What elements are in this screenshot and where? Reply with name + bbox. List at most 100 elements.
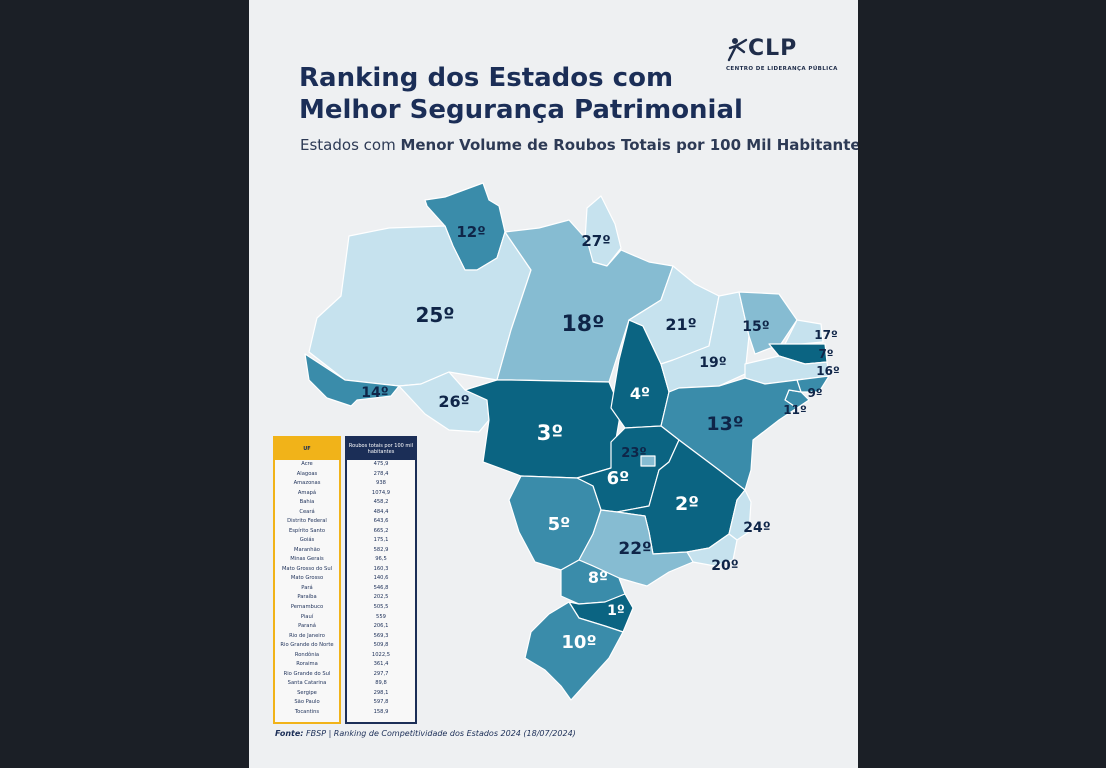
table-value-cell: 665,2: [373, 527, 389, 534]
table-value-cell: 475,9: [373, 461, 389, 467]
brazil-map: 12º 27º 25º 18º 21º 15º 17º 7º 16º 9º 11…: [304, 182, 840, 701]
rank-maranhao: 21º: [665, 315, 696, 334]
table-uf-cell: Amazonas: [293, 480, 321, 487]
rank-tocantins: 4º: [630, 384, 650, 403]
rank-alagoas: 9º: [807, 386, 822, 400]
table-value-rows: 475,9 278,4 938 1074,9 458,2 484,4 643,6 665,2 1…: [347, 460, 415, 717]
rank-para: 18º: [561, 312, 604, 337]
table-value-cell: 458,2: [373, 499, 389, 506]
table-uf-cell: Pernambuco: [290, 603, 324, 610]
rank-rio-grande-do-norte: 17º: [814, 328, 838, 342]
rank-sao-paulo: 22º: [618, 539, 651, 559]
rank-distrito-federal: 23º: [621, 446, 646, 461]
table-value-header: Roubos totais por 100 mil habitantes: [347, 438, 415, 460]
rank-rio-grande-do-sul: 10º: [561, 632, 596, 653]
source-note: Fonte: FBSP | Ranking de Competitividade…: [275, 729, 576, 738]
table-value-cell: 206,1: [373, 623, 389, 630]
table-value-cell: 158,9: [373, 708, 389, 715]
table-value-cell: 1022,5: [371, 651, 391, 658]
source-text: FBSP | Ranking de Competitividade dos Es…: [303, 729, 576, 738]
table-value-cell: 140,6: [373, 575, 389, 582]
table-uf-column: UF Acre Alagoas Amazonas Amapá Bahia Ceará Dis…: [273, 436, 341, 724]
clp-figure-icon: [727, 38, 748, 62]
table-value-column: Roubos totais por 100 mil habitantes 475…: [345, 436, 417, 724]
state-rio-de-janeiro: [686, 533, 738, 567]
rank-mato-grosso: 3º: [537, 421, 563, 445]
table-uf-cell: Mato Grosso: [290, 575, 324, 582]
rank-paraiba: 7º: [818, 347, 833, 361]
table-value-cell: 297,7: [373, 670, 389, 677]
table-uf-cell: Rondônia: [294, 651, 320, 658]
page-title: Ranking dos Estados com Melhor Segurança…: [299, 62, 743, 126]
table-uf-cell: Ceará: [299, 508, 315, 515]
table-value-cell: 89,8: [375, 680, 387, 687]
table-uf-cell: Paraná: [298, 623, 316, 630]
rank-rondonia: 26º: [438, 392, 469, 411]
rank-amazonas: 25º: [415, 303, 454, 327]
table-uf-cell: Rio de Janeiro: [289, 632, 325, 639]
table-uf-cell: Goiás: [299, 537, 315, 544]
subtitle-prefix: Estados com: [300, 136, 401, 154]
table-uf-cell: Rio Grande do Norte: [280, 642, 334, 649]
table-uf-cell: Pará: [301, 584, 313, 591]
logo-name: CLP: [748, 36, 798, 61]
clp-logo: CLP CENTRO DE LIDERANÇA PÚBLICA: [726, 36, 837, 76]
rank-mato-grosso-do-sul: 5º: [548, 514, 571, 535]
table-value-cell: 298,1: [373, 689, 389, 696]
table-value-cell: 484,4: [373, 508, 389, 515]
table-uf-cell: Espírito Santo: [288, 527, 326, 534]
state-acre: [304, 353, 400, 407]
table-uf-cell: Amapá: [297, 489, 317, 496]
rank-piaui: 19º: [699, 355, 726, 371]
logo-subtitle: CENTRO DE LIDERANÇA PÚBLICA: [726, 66, 838, 72]
table-uf-cell: Piauí: [300, 613, 314, 620]
table-value-cell: 361,4: [373, 661, 389, 668]
state-distrito-federal: [640, 455, 656, 467]
table-uf-rows: Acre Alagoas Amazonas Amapá Bahia Ceará Distri…: [275, 460, 339, 717]
table-uf-cell: Roraima: [296, 661, 318, 668]
table-uf-cell: Rio Grande do Sul: [283, 670, 331, 677]
table-uf-cell: São Paulo: [294, 699, 320, 706]
table-uf-cell: Mato Grosso do Sul: [281, 565, 333, 572]
table-uf-cell: Tocantins: [294, 708, 320, 715]
table-value-cell: 96,5: [375, 556, 387, 563]
page-subtitle: Estados com Menor Volume de Roubos Totai…: [300, 136, 858, 154]
table-uf-header: UF: [275, 438, 339, 460]
subtitle-bold: Menor Volume de Roubos Totais por 100 Mi…: [400, 136, 858, 154]
table-value-cell: 202,5: [373, 594, 389, 601]
table-uf-cell: Distrito Federal: [287, 518, 327, 525]
table-uf-cell: Alagoas: [296, 470, 318, 477]
title-line-1: Ranking dos Estados com: [299, 63, 674, 93]
state-rio-grande-do-norte: [784, 319, 824, 345]
rank-parana: 8º: [588, 568, 608, 587]
table-value-cell: 546,8: [373, 584, 389, 591]
title-line-2: Melhor Segurança Patrimonial: [299, 95, 743, 125]
table-uf-cell: Bahia: [299, 499, 315, 506]
table-value-cell: 597,8: [373, 699, 389, 706]
table-value-cell: 160,3: [373, 565, 389, 572]
table-value-cell: 1074,9: [371, 489, 391, 496]
table-value-cell: 175,1: [373, 537, 389, 544]
rank-espirito-santo: 24º: [743, 520, 770, 536]
table-uf-cell: Acre: [301, 461, 313, 467]
rank-goias: 6º: [607, 468, 630, 489]
rank-santa-catarina: 1º: [607, 603, 625, 619]
table-uf-cell: Maranhão: [294, 546, 320, 553]
table-value-cell: 569,3: [373, 632, 389, 639]
table-uf-cell: Minas Gerais: [290, 556, 324, 563]
source-label: Fonte:: [275, 729, 304, 738]
rank-roraima: 12º: [456, 223, 485, 241]
table-value-cell: 505,5: [373, 603, 389, 610]
rank-sergipe: 11º: [783, 403, 807, 417]
rank-bahia: 13º: [706, 413, 743, 435]
rank-pernambuco: 16º: [816, 364, 840, 378]
table-value-cell: 643,6: [373, 518, 389, 525]
table-value-cell: 582,9: [373, 546, 389, 553]
rank-rio-de-janeiro: 20º: [711, 558, 738, 574]
table-value-cell: 938: [376, 480, 386, 487]
state-rio-grande-do-sul: [524, 601, 624, 701]
rank-acre: 14º: [361, 385, 388, 401]
rank-amapa: 27º: [581, 232, 610, 250]
table-uf-cell: Santa Catarina: [287, 680, 327, 687]
rank-ceara: 15º: [742, 319, 769, 335]
